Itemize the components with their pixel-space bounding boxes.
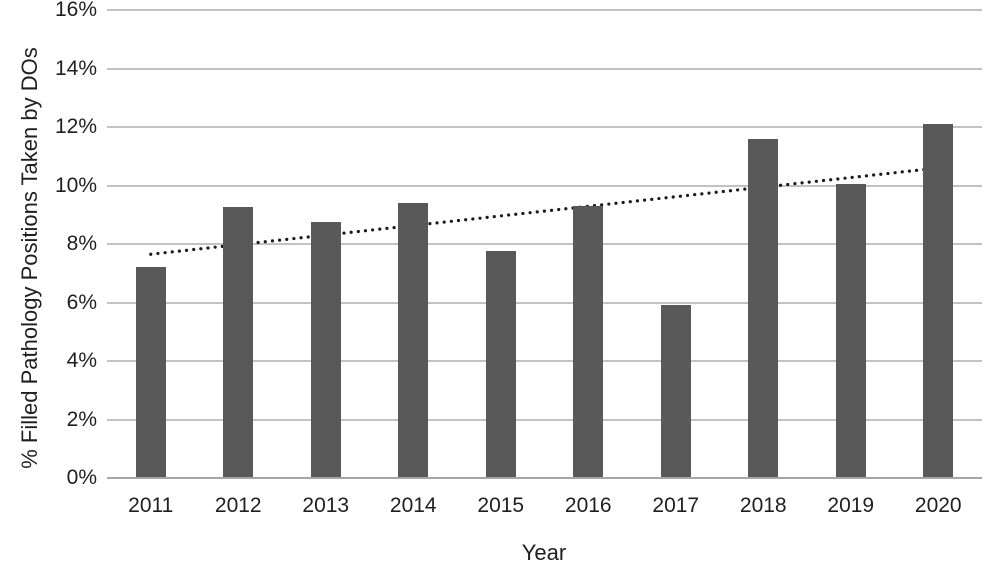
gridline-16pct — [107, 9, 982, 11]
y-tick-label-0pct: 0% — [66, 466, 97, 489]
bar-2012 — [223, 207, 254, 478]
trendline — [149, 166, 940, 256]
x-tick-label-2014: 2014 — [389, 494, 437, 517]
gridline-2pct — [107, 418, 982, 421]
x-tick-label-2019: 2019 — [827, 494, 875, 517]
bar-2017 — [660, 305, 691, 478]
x-tick-label-2018: 2018 — [739, 494, 787, 517]
x-tick-label-2020: 2020 — [914, 494, 962, 517]
x-axis-line — [107, 477, 982, 479]
gridline-8pct — [107, 243, 982, 245]
bar-2018 — [748, 138, 779, 478]
bar-2013 — [310, 222, 341, 478]
gridline-14pct — [107, 67, 982, 70]
bar-2019 — [835, 184, 866, 478]
bar-2014 — [398, 203, 429, 478]
x-tick-label-2011: 2011 — [128, 494, 174, 517]
x-tick-label-2015: 2015 — [477, 494, 525, 517]
y-tick-label-4pct: 4% — [66, 349, 97, 372]
y-tick-label-8pct: 8% — [66, 232, 97, 255]
bar-2011 — [135, 267, 166, 478]
gridline-6pct — [107, 301, 982, 304]
x-axis-title: Year — [521, 540, 567, 565]
trendline-dotted — [149, 166, 940, 256]
bar-2015 — [485, 251, 516, 478]
x-tick-label-2012: 2012 — [214, 494, 262, 517]
y-tick-label-14pct: 14% — [54, 56, 97, 80]
x-tick-label-2013: 2013 — [302, 494, 350, 517]
bar-2016 — [573, 205, 604, 478]
plot-area — [107, 9, 982, 479]
gridline-10pct — [107, 184, 982, 187]
bar-2020 — [923, 124, 954, 478]
y-tick-label-2pct: 2% — [66, 407, 97, 431]
gridline-4pct — [107, 360, 982, 362]
x-tick-label-2017: 2017 — [652, 494, 700, 517]
y-tick-label-16pct: 16% — [54, 0, 97, 21]
y-axis-title: % Filled Pathology Positions Taken by DO… — [17, 47, 42, 469]
y-tick-label-10pct: 10% — [54, 173, 97, 197]
x-tick-label-2016: 2016 — [564, 494, 612, 517]
y-tick-label-6pct: 6% — [66, 290, 97, 314]
gridline-12pct — [107, 126, 982, 128]
y-tick-label-12pct: 12% — [54, 115, 97, 138]
